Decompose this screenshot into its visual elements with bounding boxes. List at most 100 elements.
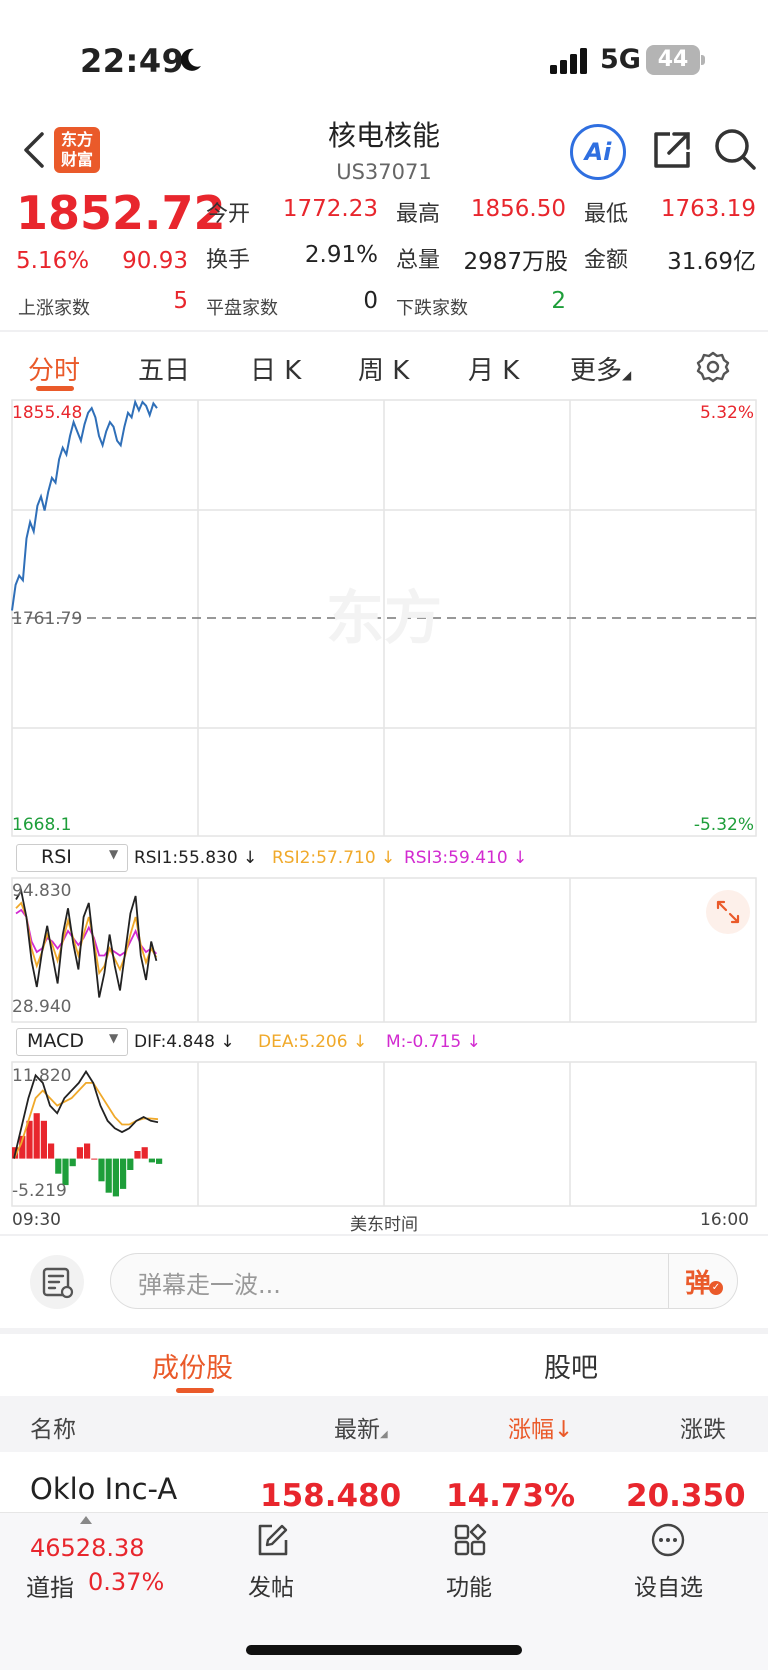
dea-label: DEA:5.206 ↓ (258, 1032, 368, 1052)
home-indicator[interactable] (246, 1645, 522, 1655)
danmaku-placeholder: 弹幕走一波... (138, 1271, 281, 1299)
rsi2-label: RSI2:57.710 ↓ (272, 848, 396, 868)
macd-bar (91, 1158, 98, 1160)
ai-button[interactable]: Ai (570, 124, 626, 180)
macd-bar (55, 1158, 62, 1174)
tab-daily-k[interactable]: 日 K (250, 356, 302, 386)
row-change: 20.350 (626, 1478, 746, 1514)
tab-constituents[interactable]: 成份股 (152, 1353, 233, 1384)
tab-more[interactable]: 更多◢ (570, 356, 632, 386)
row-stock-name[interactable]: Oklo Inc-A (30, 1472, 178, 1506)
change-percent: 5.16% (16, 248, 90, 274)
expand-up-icon[interactable] (80, 1516, 92, 1524)
macd-bar (98, 1158, 105, 1182)
col-name[interactable]: 名称 (30, 1417, 76, 1443)
battery-tip (701, 55, 705, 65)
comment-list-button[interactable] (30, 1255, 84, 1309)
index-code: US37071 (336, 160, 432, 184)
macd-bar (76, 1147, 83, 1159)
macd-max-label: 11.820 (12, 1066, 71, 1086)
danmaku-input[interactable] (110, 1253, 738, 1309)
more-icon[interactable] (650, 1522, 686, 1558)
section-divider (0, 1328, 768, 1334)
index-name[interactable]: 道指 (26, 1574, 74, 1602)
status-time: 22:49 (80, 42, 185, 80)
macd-bar (40, 1120, 47, 1159)
battery-icon: 44 (646, 45, 700, 75)
macd-bar (19, 1135, 26, 1159)
page-title: 核电核能 (327, 119, 440, 152)
app-logo: 东方 财富 (54, 127, 100, 173)
up-count: 5 (173, 288, 188, 314)
gear-icon[interactable] (696, 350, 730, 384)
nav-functions[interactable]: 功能 (446, 1575, 492, 1601)
macd-histogram (12, 1113, 163, 1197)
down-count: 2 (551, 288, 566, 314)
rsi1-line (15, 888, 158, 998)
pct-min-label: -5.32% (694, 815, 754, 835)
volume-label: 总量 (396, 248, 441, 273)
nav-post[interactable]: 发帖 (248, 1575, 294, 1601)
share-icon[interactable] (650, 128, 694, 172)
row-change-pct: 14.73% (446, 1478, 576, 1514)
rsi2-line (15, 901, 158, 976)
macd-bar (127, 1158, 134, 1170)
watermark: 东方 (326, 584, 442, 652)
search-icon[interactable] (712, 126, 758, 172)
low-value: 1763.19 (660, 196, 756, 222)
macd-bar (141, 1147, 148, 1159)
signal-icon (550, 48, 587, 74)
down-count-label: 下跌家数 (396, 298, 468, 319)
turnover-value: 2.91% (304, 242, 378, 268)
x-mid-label: 美东时间 (350, 1215, 418, 1235)
macd-min-label: -5.219 (12, 1181, 67, 1201)
divider (0, 1234, 768, 1236)
up-count-label: 上涨家数 (18, 298, 90, 319)
row-last: 158.480 (260, 1478, 402, 1514)
tab-forum[interactable]: 股吧 (544, 1353, 598, 1384)
flat-count-label: 平盘家数 (206, 298, 278, 319)
back-arrow-icon[interactable] (18, 128, 48, 172)
rsi3-line (15, 908, 158, 957)
nav-add-watchlist[interactable]: 设自选 (634, 1575, 703, 1601)
tab-five-day[interactable]: 五日 (138, 356, 191, 386)
high-value: 1856.50 (470, 196, 566, 222)
rsi-selector[interactable]: RSI ▼ (16, 844, 128, 872)
macd-bar (48, 1143, 55, 1159)
col-last[interactable]: 最新◢ (334, 1417, 388, 1443)
macd-bar (33, 1113, 40, 1159)
col-change[interactable]: 涨跌 (680, 1417, 726, 1443)
section-underline (176, 1388, 214, 1393)
network-type: 5G (600, 44, 641, 75)
col-change-pct[interactable]: 涨幅↓ (508, 1417, 574, 1443)
m-label: M:-0.715 ↓ (386, 1032, 481, 1052)
rsi-chart[interactable]: 94.830 28.940 (0, 876, 768, 1024)
edit-icon[interactable] (254, 1522, 290, 1558)
tab-monthly-k[interactable]: 月 K (468, 356, 520, 386)
macd-bar (62, 1158, 69, 1186)
tab-intraday[interactable]: 分时 (28, 356, 81, 386)
rsi-max-label: 94.830 (12, 881, 71, 901)
rsi-min-label: 28.940 (12, 997, 71, 1017)
index-value[interactable]: 46528.38 (30, 1534, 145, 1562)
macd-bar (26, 1120, 33, 1159)
moon-icon (180, 48, 201, 71)
macd-bar (112, 1158, 119, 1197)
macd-bar (134, 1151, 141, 1159)
price-line (11, 398, 158, 611)
macd-bar (148, 1158, 155, 1163)
expand-icon[interactable] (706, 890, 750, 934)
rsi-grid (11, 877, 757, 1023)
macd-selector[interactable]: MACD ▼ (16, 1028, 128, 1056)
macd-bar (69, 1158, 76, 1167)
open-label: 今开 (206, 202, 251, 227)
tab-weekly-k[interactable]: 周 K (358, 356, 410, 386)
danmaku-toggle[interactable]: 弹 ✓ (668, 1253, 738, 1309)
intraday-chart[interactable]: 东方 1855.48 1761.79 1668.1 5.32% -5.32% (0, 398, 768, 840)
amount-label: 金额 (584, 248, 629, 273)
macd-chart[interactable]: 11.820 -5.219 (0, 1060, 768, 1208)
divider (0, 330, 768, 332)
index-change: 0.37% (88, 1568, 165, 1596)
macd-bar (120, 1158, 127, 1189)
grid-icon[interactable] (452, 1522, 488, 1558)
